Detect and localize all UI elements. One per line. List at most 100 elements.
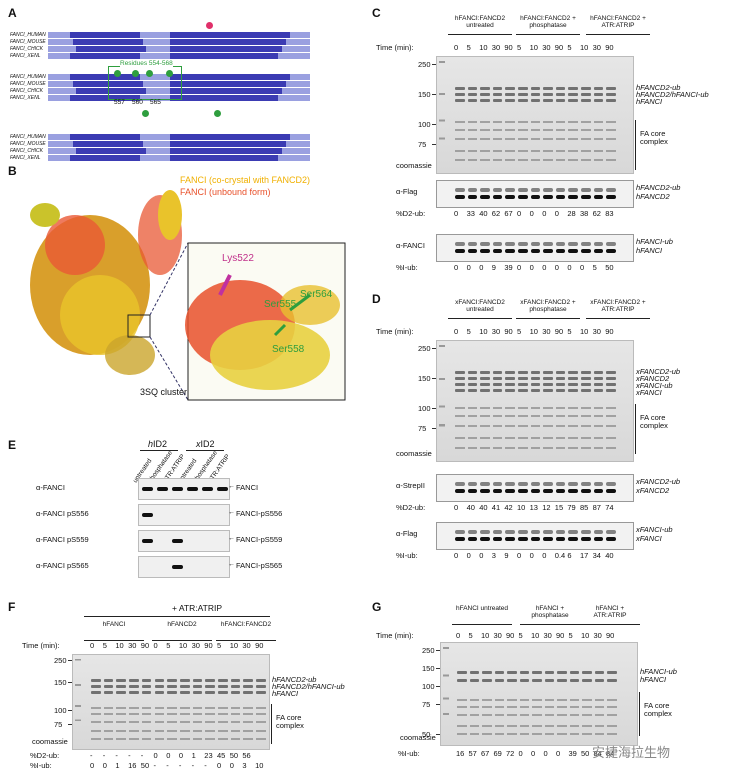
gel-band: [555, 121, 566, 123]
gel-band: [606, 371, 616, 374]
gel-band: [581, 415, 591, 417]
gel-band: [507, 706, 517, 708]
quant-value: -: [204, 761, 207, 770]
blot-band: [581, 537, 591, 541]
gel-band: [543, 121, 553, 123]
blot-antibody: α-FANCI: [396, 241, 425, 250]
quant-value: -: [140, 751, 144, 760]
gel-band: [593, 447, 604, 449]
gel-band: [482, 699, 492, 701]
coomassie-label: coomassie: [396, 449, 432, 458]
blot-band: [467, 489, 478, 493]
time-point: 90: [556, 631, 565, 640]
mw-marker: 75: [422, 700, 431, 709]
time-point: 0: [454, 43, 459, 52]
mw-marker: 150: [422, 664, 435, 673]
gel-band: [154, 707, 165, 709]
gel-band: [606, 150, 616, 152]
gel-band: [555, 383, 566, 386]
gel-band: [467, 99, 478, 102]
gel-band: [594, 679, 604, 682]
ser-marker: [132, 70, 139, 77]
gel-band: [482, 733, 492, 735]
gel-band: [230, 685, 241, 688]
group-header: hFANCI:FANCD2 + phosphatase: [520, 15, 576, 29]
gel-band: [555, 93, 566, 96]
gel-band: [480, 159, 490, 161]
gel-band: [91, 721, 101, 723]
gel-band: [141, 679, 152, 682]
mw-marker: 150: [418, 90, 431, 99]
quant-label: %I-ub:: [396, 551, 418, 560]
quant-value: 40: [479, 503, 488, 512]
gel-band: [544, 725, 554, 727]
quant-value: 42: [504, 503, 513, 512]
blot-band: [593, 482, 604, 486]
group-underline: [152, 640, 212, 641]
gel-band: [494, 706, 504, 708]
quant-value: 50: [581, 749, 590, 758]
gel-band: [103, 738, 114, 740]
gel-band: [480, 377, 490, 380]
gel-band: [568, 407, 578, 409]
blot-band: [142, 487, 153, 491]
quant-value: -: [90, 751, 93, 760]
ser-marker: [146, 70, 153, 77]
blot-band: [543, 195, 553, 199]
gel-band: [519, 679, 529, 682]
gel-band: [555, 389, 566, 392]
gel-band: [569, 679, 579, 682]
quant-value: 23: [204, 751, 213, 760]
sequence-conserved: [70, 134, 140, 140]
gel-band: [467, 437, 478, 439]
group-header: hFANCI:FANCD2 + ATR:ATRIP: [590, 15, 646, 29]
panel-c-label: C: [372, 6, 381, 20]
blot-band: [467, 188, 478, 192]
quant-value: 79: [567, 503, 576, 512]
blot-band: [505, 489, 515, 493]
quant-value: 84: [593, 749, 602, 758]
mw-marker: 100: [54, 706, 67, 715]
sequence-conserved: [76, 46, 146, 52]
gel-band: [129, 685, 139, 688]
gel-band: [205, 707, 215, 709]
quant-value: 39: [568, 749, 577, 758]
blot-band-label: hFANCI-ub: [636, 237, 673, 246]
gel-band: [218, 721, 228, 723]
time-point: 10: [178, 641, 188, 650]
blot-band: [492, 188, 503, 192]
time-point: 90: [255, 641, 264, 650]
gel-band: [129, 713, 139, 715]
gel-band: [455, 407, 465, 409]
gel-band: [593, 87, 604, 90]
gel-band: [230, 691, 241, 694]
quant-label: %D2-ub:: [30, 751, 60, 760]
gel-band: [192, 685, 203, 688]
gel-band: [167, 721, 177, 723]
blot-band: [505, 482, 515, 486]
gel-band: [582, 725, 592, 727]
blot-band: [568, 249, 578, 253]
quant-value: 0: [529, 209, 534, 218]
quant-value: 56: [242, 751, 251, 760]
gel-band: [568, 87, 578, 90]
quant-label: %I-ub:: [396, 263, 418, 272]
gel-band: [530, 437, 541, 439]
gel-band: [543, 371, 553, 374]
quant-value: 10: [517, 503, 526, 512]
quant-value: 0: [102, 761, 107, 770]
gel-band: [192, 707, 203, 709]
panel-e-label: E: [8, 438, 17, 452]
blot-band: [480, 249, 490, 253]
blot-band: [480, 242, 490, 246]
blot-band: [606, 249, 616, 253]
quant-value: 41: [491, 503, 501, 512]
gel-band: [507, 733, 517, 735]
gel-band: [455, 389, 465, 392]
gel-band: [582, 733, 592, 735]
gel-band: [582, 714, 592, 716]
lys522-label: Lys522: [222, 253, 254, 264]
gel-band: [555, 415, 566, 417]
gel-band: [205, 691, 215, 694]
gel-band: [494, 725, 504, 727]
